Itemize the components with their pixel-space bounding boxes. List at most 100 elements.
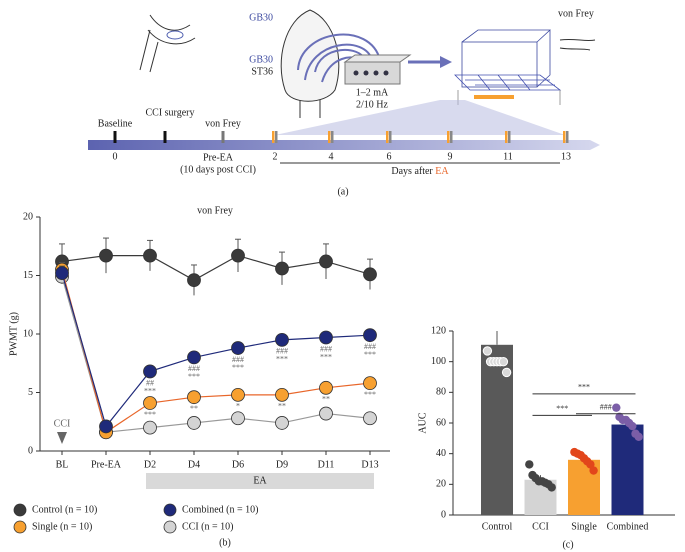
series-point [363, 376, 377, 391]
series-point [143, 364, 157, 379]
significance-label: ## [146, 378, 154, 387]
series-point [363, 411, 377, 426]
data-point [612, 403, 621, 412]
series-line [61, 254, 371, 281]
x-tick-label: Combined [607, 521, 649, 532]
timeline-tick [389, 131, 392, 143]
timeline-day: 4 [329, 151, 334, 162]
series-point [187, 390, 201, 405]
significance-label: *** [364, 350, 376, 359]
series-line [61, 272, 371, 428]
ea-span [146, 473, 374, 489]
y-tick-label: 0 [441, 509, 446, 520]
x-tick-label: Single [571, 521, 597, 532]
timeline-tick [505, 131, 508, 143]
significance-label: *** [578, 383, 590, 392]
x-tick-label: D13 [361, 459, 378, 470]
y-tick-label: 15 [23, 270, 33, 281]
series-point [187, 416, 201, 430]
diagram-label: 1–2 mA [356, 87, 389, 98]
legend-label: CCI (n = 10) [182, 521, 233, 532]
data-point [547, 483, 556, 492]
series-point [55, 266, 69, 281]
timeline-tick [272, 131, 275, 143]
significance-label: * [236, 402, 240, 411]
significance-label: ### [188, 364, 200, 373]
arrow [57, 432, 67, 444]
timeline-day: 11 [503, 151, 513, 162]
timeline-tick [563, 131, 566, 143]
significance-label: *** [276, 355, 288, 364]
y-tick-label: 40 [436, 448, 446, 459]
y-tick-label: 80 [436, 387, 446, 398]
y-axis-title: AUC [417, 412, 428, 433]
timeline-tick [386, 131, 389, 143]
x-tick-label: D2 [144, 459, 156, 470]
significance-label: *** [188, 372, 200, 381]
series-line [61, 269, 371, 434]
legend-marker [13, 503, 27, 517]
y-tick-label: 5 [28, 387, 33, 398]
von-frey-cage [454, 29, 562, 105]
series-point [319, 380, 333, 395]
significance-label: ### [276, 347, 288, 356]
series-point [187, 350, 201, 365]
y-tick-label: 10 [23, 328, 33, 339]
x-tick-label: D11 [318, 459, 335, 470]
legend-marker [163, 520, 177, 534]
y-axis-title: PWMT (g) [8, 312, 19, 356]
timeline-tick [221, 131, 225, 143]
significance-label: *** [144, 410, 156, 419]
diagram-label: GB30 [249, 54, 273, 65]
y-tick-label: 60 [436, 417, 446, 428]
y-tick-label: 20 [436, 479, 446, 490]
data-point [498, 356, 509, 367]
timeline-tick [331, 131, 334, 143]
timeline-tick [450, 131, 453, 143]
data-point [628, 421, 637, 431]
panel-label: (a) [337, 186, 348, 197]
timeline-day: 0 [113, 151, 118, 162]
y-tick-label: 100 [431, 356, 446, 367]
timeline-tick [447, 131, 450, 143]
timeline-tick [113, 131, 117, 143]
series-point [143, 420, 157, 435]
chart-title: von Frey [197, 205, 233, 216]
diagram-label: von Frey [205, 118, 241, 129]
timeline [88, 140, 600, 150]
significance-label: *** [556, 404, 568, 413]
data-point [482, 346, 493, 356]
data-point [525, 460, 534, 469]
series-point [319, 406, 333, 421]
timeline-tick [275, 131, 278, 143]
filament [474, 95, 514, 99]
rat-illustration [280, 9, 340, 118]
hand [559, 38, 596, 51]
timeline-day: 9 [448, 151, 453, 162]
x-tick-label: D9 [276, 459, 288, 470]
x-tick-label: BL [56, 459, 69, 470]
series-point [99, 419, 113, 434]
timeline-day: 6 [387, 151, 392, 162]
legend-label: Combined (n = 10) [182, 504, 258, 515]
diagram-label: (10 days post CCI) [180, 164, 256, 175]
series-point [231, 387, 245, 402]
x-tick-label: Pre-EA [91, 459, 122, 470]
x-tick-label: D6 [232, 459, 244, 470]
significance-label: *** [232, 363, 244, 372]
series-point [363, 328, 377, 343]
timeline-tick [566, 131, 569, 143]
significance-label: ### [232, 355, 244, 364]
legend-label: Single (n = 10) [32, 521, 92, 532]
x-tick-label: Control [482, 521, 513, 532]
series-point [319, 254, 333, 269]
stimulator [343, 54, 412, 85]
timeline-zoom [275, 100, 565, 135]
series-line [61, 276, 371, 433]
x-tick-label: CCI [532, 521, 549, 532]
series-point [143, 248, 157, 263]
series-point [187, 273, 201, 288]
timeline-tick [163, 131, 167, 143]
diagram-label: von Frey [558, 8, 594, 19]
timeline-tick [508, 131, 511, 143]
